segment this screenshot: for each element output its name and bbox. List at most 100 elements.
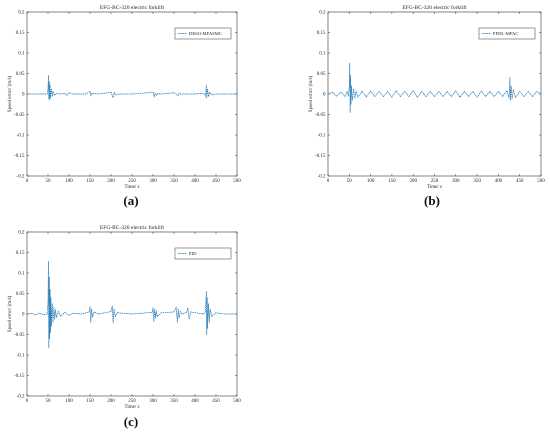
data-point [182, 313, 183, 315]
x-tick-label: 250 [128, 399, 136, 404]
data-point [331, 92, 333, 93]
data-point [92, 316, 93, 318]
y-tick-label: 0 [323, 93, 326, 98]
data-point [476, 96, 478, 98]
y-tick-label: -0.1 [17, 134, 25, 139]
x-tick-label: 400 [495, 179, 503, 184]
x-tick-label: 350 [473, 179, 481, 184]
data-point [156, 310, 157, 312]
data-point [131, 313, 133, 315]
data-point [206, 97, 208, 99]
y-axis-label: Speed error/ (m/s) [8, 75, 13, 112]
data-point [154, 92, 156, 94]
y-tick-label: -0.1 [17, 354, 25, 359]
data-point [187, 307, 189, 309]
data-point [91, 308, 93, 310]
data-point [72, 93, 74, 95]
data-point [493, 96, 495, 97]
data-point [177, 321, 178, 323]
data-point [511, 98, 513, 100]
data-point [236, 313, 238, 315]
data-point [391, 96, 393, 98]
data-point [383, 96, 384, 97]
data-point [485, 96, 486, 97]
y-tick-label: -0.05 [315, 113, 326, 118]
x-tick-label: 500 [537, 179, 545, 184]
y-tick-label: 0.2 [18, 11, 25, 16]
data-point [177, 308, 179, 310]
data-point [434, 96, 435, 97]
data-point [50, 97, 51, 99]
chart-panel-1: EFG-BC-320 electric forklift 0 50 100 150 200… [8, 4, 241, 208]
data-point [53, 94, 55, 96]
data-point [88, 311, 90, 313]
panel-letter: (c) [124, 414, 138, 429]
data-point [114, 316, 116, 317]
data-point [353, 88, 354, 90]
data-point [48, 276, 50, 278]
data-point [152, 307, 154, 309]
chart-title: EFG-BC-320 electric forklift [100, 4, 165, 11]
data-point [111, 305, 113, 307]
x-tick-label: 500 [233, 179, 241, 184]
data-point [49, 99, 51, 101]
data-point [48, 75, 49, 76]
chart-panel-2: EFG-BC-320 electric forklift 0 50 100 150 200… [309, 4, 545, 208]
y-tick-label: 0.2 [18, 231, 25, 236]
data-point [208, 321, 210, 323]
data-point [26, 313, 28, 315]
data-point [350, 75, 351, 76]
data-point [151, 312, 153, 313]
data-point [509, 77, 511, 78]
y-tick-label: -0.2 [17, 175, 25, 180]
data-point [46, 313, 48, 315]
data-point [175, 307, 177, 308]
x-tick-label: 50 [46, 179, 52, 184]
data-point [211, 316, 213, 317]
data-point [350, 103, 352, 105]
data-point [30, 312, 32, 314]
data-point [209, 308, 211, 310]
data-point [60, 315, 61, 317]
data-point [207, 88, 208, 90]
data-point [455, 90, 457, 92]
data-point [203, 313, 204, 315]
data-point [442, 96, 444, 97]
x-tick-label: 350 [170, 399, 178, 404]
data-point [116, 312, 118, 314]
data-point [119, 93, 120, 95]
y-axis-label: Speed error/ (m/s) [309, 75, 314, 112]
data-point [48, 347, 50, 348]
y-tick-label: -0.2 [318, 175, 326, 180]
data-point [153, 96, 155, 97]
data-point [508, 97, 510, 99]
data-point [205, 84, 207, 86]
data-point [98, 93, 99, 95]
data-point [417, 96, 418, 98]
data-point [527, 91, 529, 92]
data-point [35, 314, 36, 316]
data-point [348, 95, 349, 97]
data-point [468, 96, 469, 97]
data-point [205, 95, 206, 97]
x-axis-label: Time/ s [427, 185, 442, 190]
x-tick-label: 100 [65, 399, 73, 404]
data-point [90, 95, 92, 96]
data-point [498, 91, 499, 92]
data-point [157, 93, 159, 94]
y-tick-label: 0.05 [317, 72, 326, 77]
data-point [404, 91, 406, 92]
data-point [113, 308, 115, 310]
data-point [515, 96, 516, 98]
data-point [446, 91, 448, 92]
x-tick-label: 450 [516, 179, 524, 184]
data-point [48, 81, 50, 83]
data-point [98, 313, 99, 315]
panel-letter: (a) [123, 193, 138, 208]
data-point [85, 93, 87, 95]
data-point [51, 88, 52, 90]
data-point [64, 312, 66, 313]
y-tick-label: 0.1 [18, 52, 25, 57]
y-tick-label: -0.15 [14, 154, 25, 159]
data-point [540, 93, 542, 95]
